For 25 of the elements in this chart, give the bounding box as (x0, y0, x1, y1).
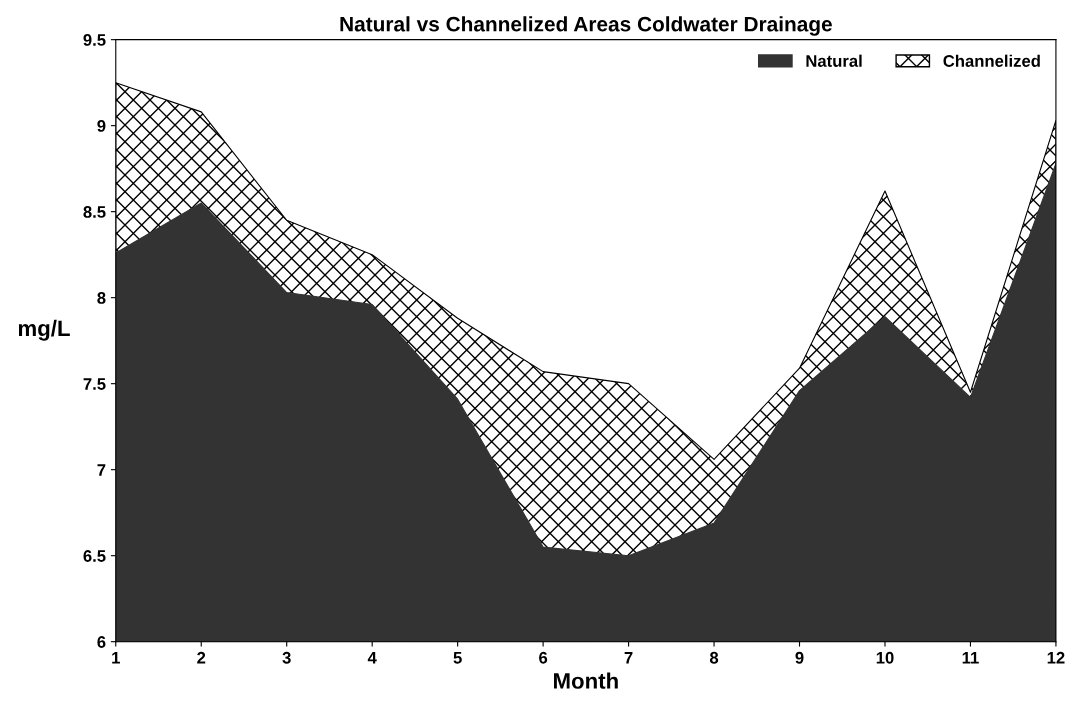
chart-title: Natural vs Channelized Areas Coldwater Drainage (340, 16, 832, 36)
legend-label: Channelized (943, 54, 1040, 67)
x-tick-label: 2 (197, 651, 206, 664)
y-tick-label: 6 (97, 636, 106, 648)
y-tick-label: 9.5 (83, 34, 106, 46)
x-tick-label: 11 (962, 652, 979, 664)
legend-label: Natural (806, 54, 862, 67)
y-tick-label: 6.5 (83, 550, 106, 562)
x-tick-label: 6 (539, 651, 548, 664)
y-tick-label: 9 (97, 120, 106, 132)
x-axis-title: Month (554, 672, 618, 689)
x-tick-label: 10 (876, 651, 894, 664)
y-tick-label: 7 (97, 464, 106, 476)
x-tick-label: 4 (367, 652, 377, 664)
y-tick-label: 8.5 (83, 206, 106, 218)
x-tick-label: 7 (624, 652, 633, 664)
x-tick-label: 3 (282, 651, 291, 664)
y-axis-title: mg/L (18, 319, 70, 341)
x-tick-label: 1 (112, 652, 120, 664)
y-tick-label: 8 (97, 292, 106, 304)
x-tick-label: 9 (795, 651, 804, 664)
y-tick-label: 7.5 (83, 378, 106, 390)
x-tick-label: 5 (453, 652, 462, 664)
x-tick-label: 8 (709, 651, 719, 664)
x-tick-label: 12 (1047, 651, 1065, 664)
